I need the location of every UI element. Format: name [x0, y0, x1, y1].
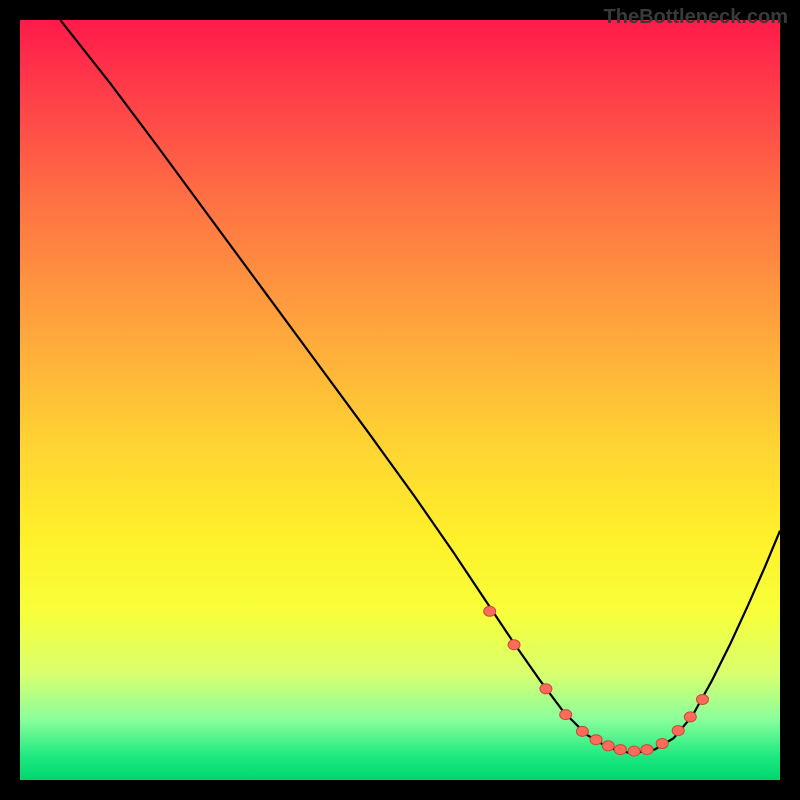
data-marker: [672, 726, 684, 736]
chart-svg: [20, 20, 780, 780]
data-marker: [641, 745, 653, 755]
data-marker: [696, 694, 708, 704]
data-marker: [576, 726, 588, 736]
bottleneck-curve: [60, 20, 780, 753]
watermark-text: TheBottleneck.com: [604, 6, 788, 29]
data-marker: [614, 745, 626, 755]
data-marker: [602, 741, 614, 751]
data-marker: [628, 746, 640, 756]
marker-group: [484, 606, 709, 756]
data-marker: [590, 735, 602, 745]
plot-area: [20, 20, 780, 780]
data-marker: [656, 739, 668, 749]
data-marker: [484, 606, 496, 616]
data-marker: [684, 712, 696, 722]
data-marker: [560, 710, 572, 720]
data-marker: [540, 684, 552, 694]
data-marker: [508, 640, 520, 650]
